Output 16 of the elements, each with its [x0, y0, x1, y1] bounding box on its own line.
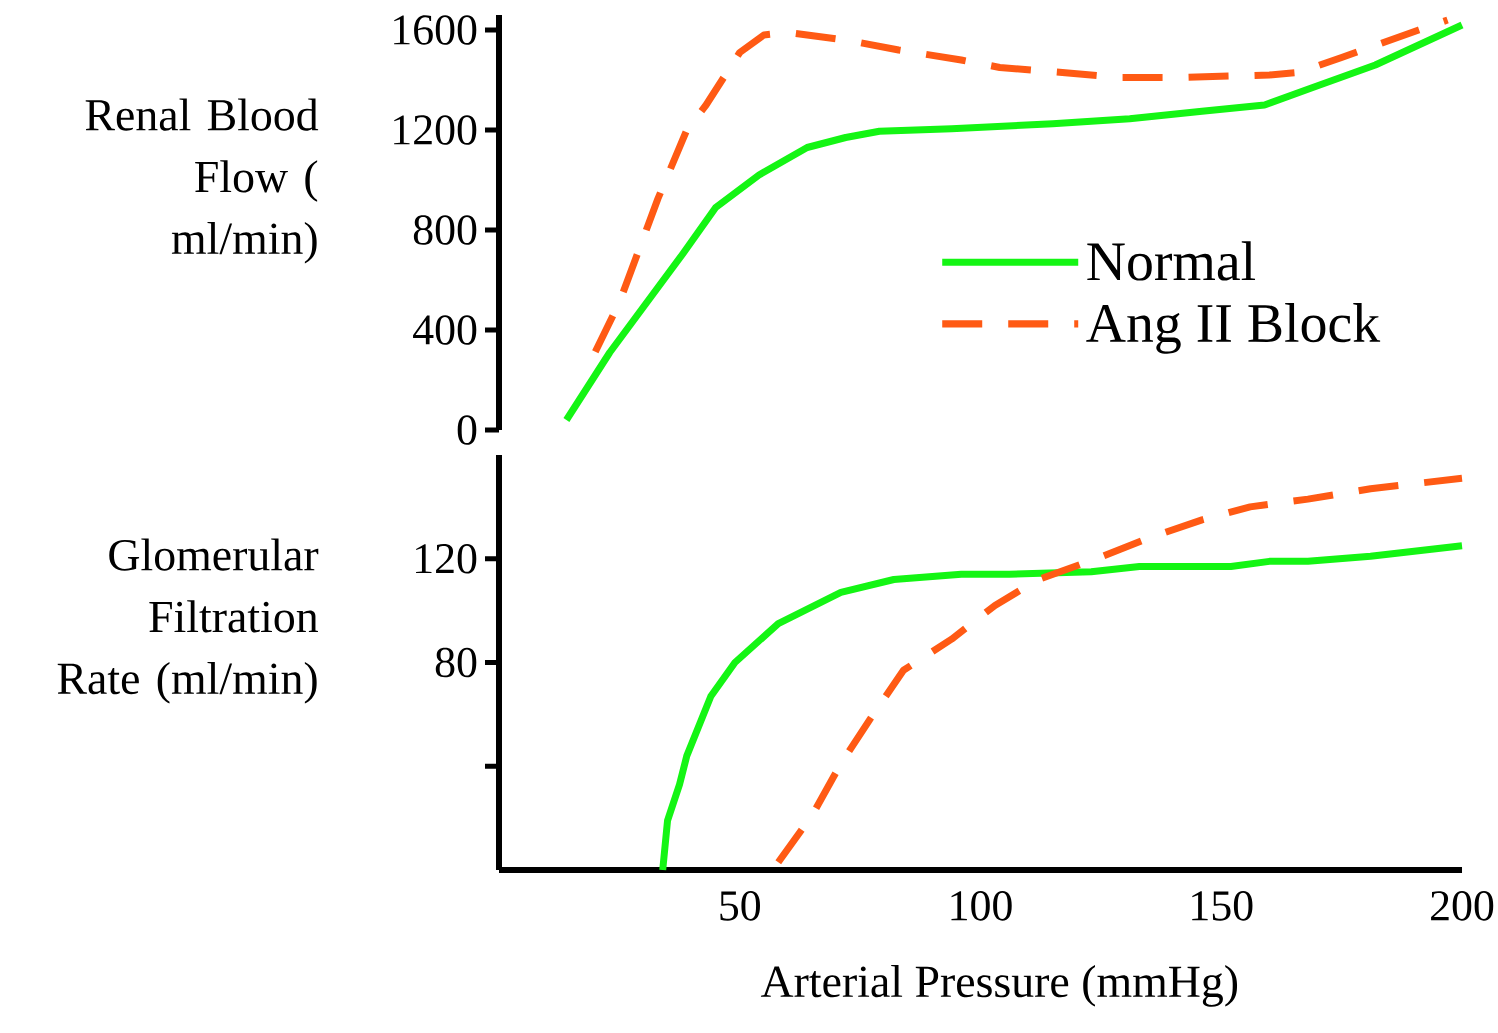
- x-tick-label: 50: [720, 891, 760, 921]
- y-tick-label: 0: [457, 415, 477, 445]
- legend-label: Normal: [1087, 241, 1256, 281]
- y-tick-label: 800: [413, 215, 477, 245]
- y-tick-label: 80: [435, 647, 477, 678]
- y-tick-label: 400: [413, 315, 477, 345]
- y-axis-title: Renal Blood Flow ( ml/min): [85, 98, 319, 264]
- x-tick-label: 100: [951, 891, 1012, 921]
- y-tick-label: 120: [416, 543, 477, 574]
- legend-label: Ang II Block: [1086, 303, 1381, 354]
- x-axis-title: Arterial Pressure (mmHg): [760, 965, 1238, 1007]
- y-axis-title: Glomerular Filtration Rate (ml/min): [57, 538, 319, 704]
- x-tick-label: 200: [1431, 891, 1494, 921]
- y-tick-label: 1600: [394, 15, 477, 45]
- y-tick-label: 1200: [394, 115, 477, 145]
- x-tick-label: 150: [1192, 891, 1253, 921]
